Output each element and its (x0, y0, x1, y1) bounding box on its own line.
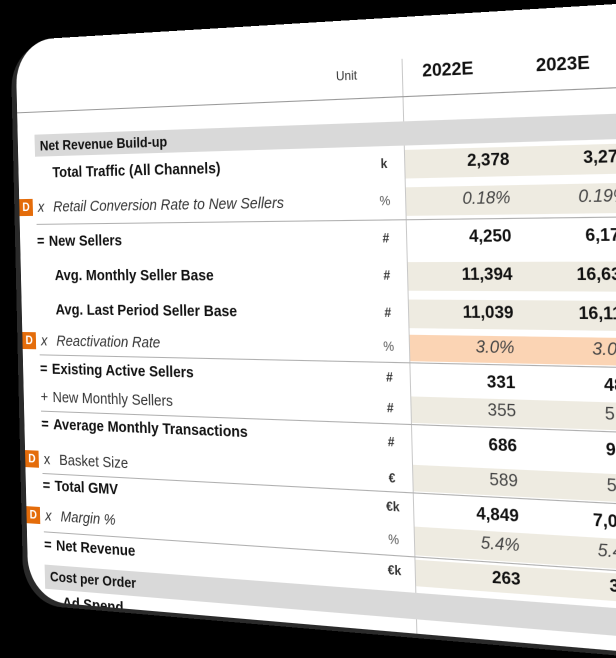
cell-2022[interactable]: 0.18% (462, 188, 511, 209)
row-label: Ad Spend (62, 594, 124, 617)
row-label: Avg. Monthly Seller Base (54, 266, 214, 285)
cell-2023[interactable]: 7,061 (592, 510, 616, 534)
row-unit: # (385, 369, 394, 385)
cell-2023[interactable]: 3.0% (592, 339, 616, 361)
operator: x (40, 332, 48, 350)
cell-2023[interactable]: 483 (603, 375, 616, 397)
cell-2023[interactable]: 5.4% (597, 541, 616, 564)
cell-2022[interactable]: 686 (488, 435, 518, 457)
cell-2023[interactable]: 6,174 (585, 225, 616, 246)
row-label: Reactivation Rate (56, 332, 161, 352)
row-unit: €k (385, 498, 400, 515)
row-unit: k (380, 155, 388, 172)
cell-2022[interactable]: 4,250 (468, 226, 512, 247)
operator: x (43, 450, 51, 469)
spreadsheet-card: Unit 2022E 2023E Net Revenue Build-up To… (15, 0, 616, 658)
row-unit: # (383, 267, 391, 283)
row-label: Total GMV (54, 477, 119, 499)
row-unit: # (382, 230, 390, 246)
cell-2022[interactable]: 589 (489, 470, 519, 492)
driver-badge[interactable]: D (25, 450, 39, 468)
cell-2022[interactable]: 118 (494, 644, 523, 658)
cell-2023[interactable]: 16,631 (576, 265, 616, 285)
driver-badge[interactable]: D (22, 331, 37, 350)
operator: + (40, 388, 49, 406)
cell-2022[interactable]: 5.4% (480, 533, 520, 556)
cell-2022[interactable]: 355 (487, 400, 517, 421)
row-label: New Monthly Sellers (52, 388, 174, 411)
operator: = (43, 536, 52, 555)
cell-2023[interactable]: 142 (542, 649, 616, 658)
operator: = (41, 415, 49, 434)
cell-2023[interactable]: 515 (604, 404, 616, 426)
row-unit: # (387, 434, 395, 450)
cell-2022[interactable]: 263 (491, 568, 521, 590)
row-label: Net Revenue (55, 537, 136, 561)
row-label: Existing Active Sellers (51, 360, 194, 382)
cell-2022[interactable]: 2,378 (466, 150, 510, 171)
cell-2022[interactable]: 3.0% (475, 337, 515, 358)
operator: x (37, 198, 45, 216)
driver-badge[interactable]: D (19, 198, 34, 217)
row-unit: % (388, 531, 400, 548)
row-unit: # (386, 400, 394, 416)
cell-2023[interactable]: 589 (606, 475, 616, 498)
stage: Unit 2022E 2023E Net Revenue Build-up To… (15, 0, 616, 658)
cell-2022[interactable]: 11,039 (462, 303, 514, 323)
row-label: Margin % (60, 508, 116, 530)
unit-column-header: Unit (335, 67, 358, 84)
table-row-avg-monthly-seller-base[interactable]: Avg. Monthly Seller Base # 11,394 16,631 (21, 256, 616, 297)
row-label: New Sellers (48, 232, 123, 250)
row-unit: € (388, 470, 396, 486)
row-unit: # (384, 304, 392, 321)
driver-badge[interactable]: D (26, 506, 41, 525)
operator: = (42, 476, 51, 495)
row-label: Retail Conversion Rate to New Sellers (52, 194, 285, 216)
operator: x (44, 507, 52, 525)
cell-2022[interactable]: 331 (486, 372, 516, 393)
row-unit: % (383, 338, 395, 355)
cell-2023[interactable]: 0.19% (578, 186, 616, 207)
row-label: Total Traffic (All Channels) (52, 159, 221, 182)
row-label: Avg. Last Period Seller Base (55, 301, 238, 321)
year-header-2022: 2022E (421, 57, 474, 81)
table-body: Net Revenue Build-up Total Traffic (All … (17, 81, 616, 658)
row-unit: €k (387, 562, 402, 579)
cell-2023[interactable]: 383 (609, 576, 616, 599)
cell-2022[interactable]: 11,394 (461, 265, 513, 285)
row-label: Basket Size (58, 451, 129, 473)
operator: = (36, 232, 45, 250)
operator: = (39, 360, 48, 378)
cell-2023[interactable]: 3,272 (582, 146, 616, 168)
year-header-2023: 2023E (535, 51, 591, 76)
cell-2023[interactable]: 16,115 (578, 304, 616, 325)
row-label: Average Monthly Transactions (53, 416, 248, 442)
cell-2023[interactable]: 999 (605, 440, 616, 462)
cell-2022[interactable]: 4,849 (476, 504, 520, 527)
row-unit: €k (389, 639, 404, 656)
row-unit: % (379, 193, 391, 209)
